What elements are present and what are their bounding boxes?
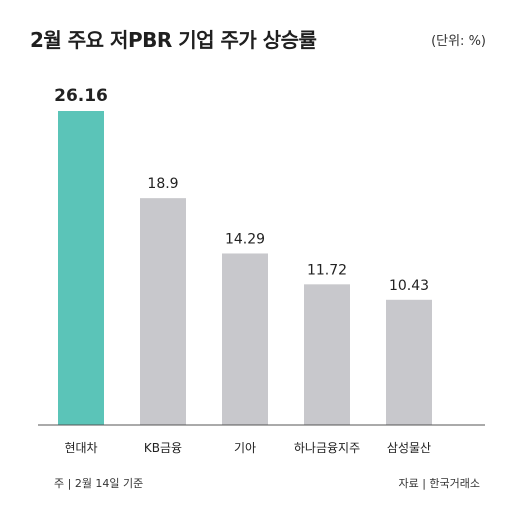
bar-4	[304, 284, 350, 425]
category-label-5: 삼성물산	[387, 441, 431, 455]
category-labels-layer: 현대차 KB금융 기아 하나금융지주 삼성물산	[64, 441, 431, 455]
value-label-4: 11.72	[307, 262, 347, 278]
category-label-2: KB금융	[144, 441, 182, 455]
category-label-3: 기아	[234, 441, 256, 455]
value-label-5: 10.43	[389, 278, 429, 294]
value-label-3: 14.29	[225, 231, 265, 247]
unit-label: (단위: %)	[431, 34, 486, 49]
bar-3	[222, 253, 268, 425]
category-label-4: 하나금융지주	[294, 441, 360, 455]
footnote: 주 | 2월 14일 기준	[54, 477, 144, 490]
bars-layer	[58, 111, 432, 425]
source-note: 자료 | 한국거래소	[398, 477, 480, 490]
category-label-1: 현대차	[64, 441, 97, 455]
value-label-2: 18.9	[147, 176, 178, 192]
bar-1	[58, 111, 104, 425]
bar-2	[140, 198, 186, 425]
value-labels-layer: 26.16 18.9 14.29 11.72 10.43	[54, 86, 429, 294]
bar-5	[386, 299, 432, 425]
value-label-1: 26.16	[54, 86, 108, 106]
chart-title: 2월 주요 저PBR 기업 주가 상승률	[30, 28, 317, 52]
